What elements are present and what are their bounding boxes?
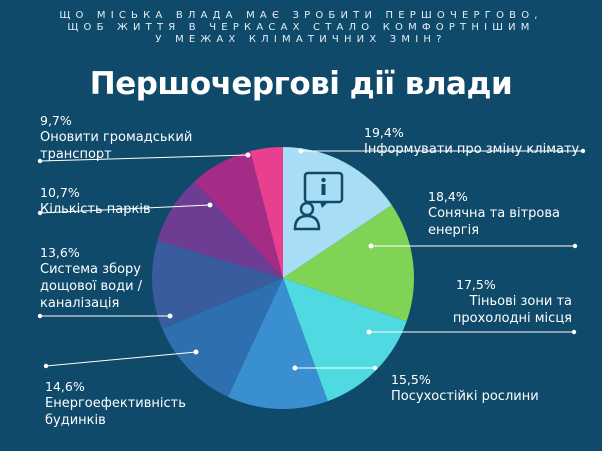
slice-label-6: 10,7% Кількість парків bbox=[40, 184, 151, 218]
pie-slice-7 bbox=[194, 151, 283, 278]
slice-label-7: 9,7% Оновити громадський транспорт bbox=[40, 112, 192, 163]
leader-dot-5-0 bbox=[167, 313, 173, 319]
slice-percent-4: 14,6% bbox=[45, 379, 85, 394]
pie-slice-0 bbox=[283, 147, 392, 278]
survey-question: ЩО МІСЬКА ВЛАДА МАЄ ЗРОБИТИ ПЕРШОЧЕРГОВО… bbox=[59, 10, 543, 45]
leader-dot-0-0 bbox=[298, 148, 304, 154]
slice-name-2: Тіньові зони та прохолодні місця bbox=[452, 294, 572, 326]
slice-percent-3: 15,5% bbox=[391, 372, 431, 387]
slice-percent-1: 18,4% bbox=[428, 189, 468, 204]
slice-label-1: 18,4% Сонячна та вітрова енергія bbox=[428, 188, 560, 239]
slice-label-3: 15,5% Посухостійкі рослини bbox=[391, 371, 539, 405]
pie-slice-2 bbox=[283, 278, 407, 402]
leader-dot-2-1 bbox=[571, 329, 577, 335]
pie-slice-4 bbox=[162, 278, 283, 397]
slice-percent-0: 19,4% bbox=[364, 125, 404, 140]
slice-name-4: Енергоефективність будинків bbox=[45, 396, 186, 428]
leader-dot-5-1 bbox=[37, 313, 43, 319]
leader-lines bbox=[37, 148, 586, 371]
leader-dot-1-1 bbox=[572, 243, 578, 249]
leader-line-7 bbox=[39, 154, 249, 162]
slice-label-5: 13,6% Система збору дощової води / канал… bbox=[40, 244, 142, 312]
pie-slice-8 bbox=[250, 147, 283, 278]
leader-dot-0-1 bbox=[580, 148, 586, 154]
slice-label-0: 19,4% Інформувати про зміну клімату bbox=[364, 124, 579, 158]
leader-line-6 bbox=[39, 204, 211, 214]
leader-dot-4-1 bbox=[43, 363, 49, 369]
leader-dot-6-1 bbox=[37, 210, 43, 216]
slice-label-2: 17,5% Тіньові зони та прохолодні місця bbox=[420, 276, 572, 327]
slice-name-3: Посухостійкі рослини bbox=[391, 389, 539, 404]
slice-percent-6: 10,7% bbox=[40, 185, 80, 200]
leader-dot-2-0 bbox=[366, 329, 372, 335]
leader-dot-3-1 bbox=[372, 365, 378, 371]
slice-percent-5: 13,6% bbox=[40, 245, 80, 260]
slice-percent-7: 9,7% bbox=[40, 113, 72, 128]
pie-slices bbox=[152, 147, 414, 409]
page-title: Першочергові дії влади bbox=[89, 66, 513, 102]
leader-dot-1-0 bbox=[368, 243, 374, 249]
slice-name-5: Система збору дощової води / каналізація bbox=[40, 262, 143, 311]
leader-dot-6-0 bbox=[207, 202, 213, 208]
slice-name-1: Сонячна та вітрова енергія bbox=[428, 206, 560, 238]
info-person-icon bbox=[293, 171, 344, 231]
slice-label-4: 14,6% Енергоефективність будинків bbox=[45, 378, 186, 429]
pie-slice-5 bbox=[152, 240, 283, 329]
pie-slice-1 bbox=[283, 205, 414, 322]
leader-line-4 bbox=[45, 351, 197, 367]
pie-slice-3 bbox=[227, 278, 328, 409]
slice-name-7: Оновити громадський транспорт bbox=[40, 130, 193, 162]
leader-dot-7-1 bbox=[37, 158, 43, 164]
slice-name-6: Кількість парків bbox=[40, 202, 151, 217]
leader-dot-4-0 bbox=[193, 349, 199, 355]
slice-name-0: Інформувати про зміну клімату bbox=[364, 142, 580, 157]
leader-dot-3-0 bbox=[292, 365, 298, 371]
slice-percent-2: 17,5% bbox=[456, 277, 496, 292]
leader-dot-7-0 bbox=[245, 152, 251, 158]
